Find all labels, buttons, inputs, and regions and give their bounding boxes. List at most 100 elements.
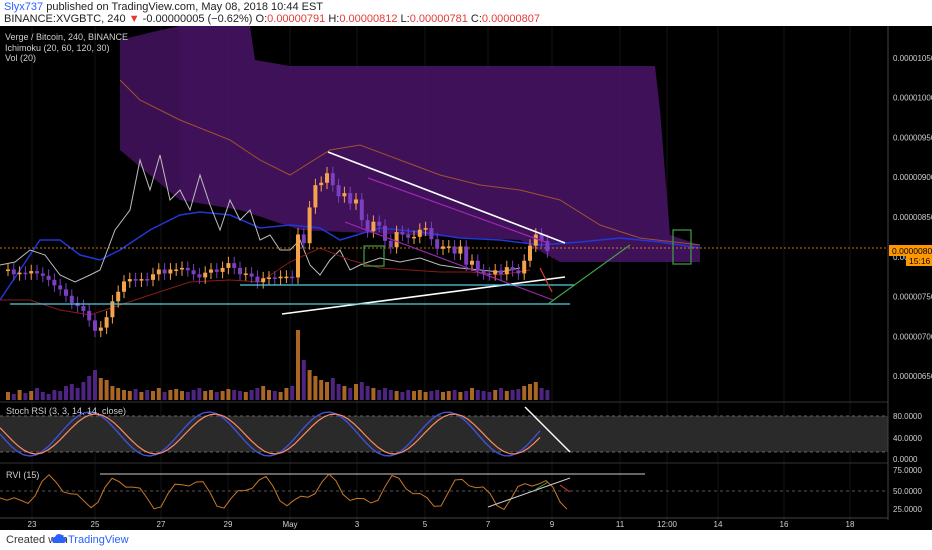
quote-line: BINANCE:XVGBTC, 240 ▼ -0.00000005 (−0.62… bbox=[4, 13, 540, 25]
volume-bar bbox=[23, 393, 28, 400]
candle-body bbox=[278, 276, 283, 279]
candle-body bbox=[168, 269, 173, 274]
volume-bar bbox=[116, 388, 121, 400]
candle-body bbox=[145, 279, 150, 281]
candle-body bbox=[174, 269, 179, 271]
volume-bar bbox=[174, 389, 179, 400]
volume-bar bbox=[446, 391, 451, 400]
volume-bar bbox=[359, 382, 364, 400]
candle-body bbox=[458, 246, 463, 254]
candle-body bbox=[243, 273, 248, 275]
volume-bar bbox=[400, 392, 405, 400]
candle-body bbox=[325, 173, 329, 183]
volume-bar bbox=[325, 382, 329, 400]
time-tick-label: 5 bbox=[423, 520, 428, 529]
volume-bar bbox=[464, 391, 469, 400]
volume-bar bbox=[243, 392, 248, 400]
candle-body bbox=[417, 229, 422, 237]
candle-body bbox=[185, 267, 190, 271]
candles bbox=[6, 166, 550, 338]
candle-body bbox=[238, 267, 242, 275]
candle-body bbox=[301, 234, 306, 244]
candle-body bbox=[261, 278, 266, 283]
candle-body bbox=[23, 272, 28, 275]
legend-title: Verge / Bitcoin, 240, BINANCE bbox=[5, 32, 128, 42]
volume-bar bbox=[6, 392, 10, 400]
volume-bar bbox=[522, 386, 527, 400]
volume-bar bbox=[417, 390, 422, 400]
tradingview-link[interactable]: TradingView bbox=[68, 534, 129, 546]
volume-bar bbox=[255, 388, 260, 400]
volume-bar bbox=[209, 390, 213, 400]
volume-bar bbox=[365, 386, 370, 400]
volume-bar bbox=[313, 376, 318, 400]
volume-bar bbox=[238, 391, 242, 400]
candle-body bbox=[354, 199, 358, 204]
volume-bar bbox=[69, 384, 74, 400]
volume-bar bbox=[151, 391, 155, 400]
volume-bar bbox=[504, 391, 509, 400]
price-tag-bg bbox=[889, 245, 932, 256]
countdown-bg bbox=[906, 256, 932, 266]
rvi-tick-label: 50.0000 bbox=[893, 487, 922, 496]
candle-body bbox=[139, 279, 144, 281]
price-tick-label: 0.00001000 bbox=[893, 94, 932, 103]
ichimoku-cloud bbox=[120, 26, 700, 262]
volume-bar bbox=[528, 384, 532, 400]
price-change: -0.00000005 (−0.62%) bbox=[142, 13, 253, 25]
volume-bar bbox=[406, 390, 411, 400]
volume-bar bbox=[336, 384, 341, 400]
candle-body bbox=[122, 281, 126, 292]
volume-bar bbox=[98, 378, 103, 400]
candle-body bbox=[191, 270, 196, 275]
volume-bar bbox=[156, 388, 161, 400]
volume-bar bbox=[533, 382, 538, 400]
stoch-tick-label: 80.0000 bbox=[893, 412, 922, 421]
candle-body bbox=[394, 232, 399, 248]
volume-bar bbox=[232, 390, 237, 400]
candle-body bbox=[348, 193, 353, 204]
rvi-down-arrow bbox=[559, 484, 571, 493]
volume-bar bbox=[499, 388, 503, 400]
candle-body bbox=[533, 234, 538, 246]
chart-canvas[interactable]: 0.00001050 0.00001000 0.00000950 0.00000900… bbox=[0, 26, 932, 530]
footer: Created with TradingView bbox=[0, 530, 932, 550]
candle-body bbox=[116, 291, 121, 302]
candle-body bbox=[441, 246, 445, 249]
time-tick-label: May bbox=[282, 520, 297, 529]
publish-header: Slyx737 published on TradingView.com, Ma… bbox=[0, 0, 932, 26]
author-link[interactable]: Slyx737 bbox=[4, 1, 44, 13]
publish-info: published on TradingView.com, May 08, 20… bbox=[46, 1, 324, 13]
drawings bbox=[10, 151, 692, 315]
candle-body bbox=[203, 272, 208, 278]
candle-body bbox=[209, 269, 213, 273]
candle-body bbox=[545, 240, 550, 252]
legend-rvi: RVI (15) bbox=[6, 470, 39, 480]
candle-body bbox=[307, 207, 312, 244]
close-value: 0.00000807 bbox=[481, 13, 541, 25]
time-tick-label: 18 bbox=[846, 520, 855, 529]
time-tick-label: 3 bbox=[355, 520, 360, 529]
rvi-line bbox=[0, 473, 568, 511]
volume-bar bbox=[81, 382, 86, 400]
volume-bar bbox=[197, 388, 202, 400]
price-tag: 0.00000807 bbox=[892, 246, 932, 256]
volume-bar bbox=[75, 388, 80, 400]
candle-body bbox=[284, 276, 289, 279]
volume-bar bbox=[342, 386, 347, 400]
cloud-area-left bbox=[120, 26, 180, 200]
volume-bar bbox=[180, 391, 184, 400]
candle-body bbox=[383, 225, 387, 241]
candle-body bbox=[6, 269, 10, 271]
time-tick-label: 12:00 bbox=[657, 520, 678, 529]
candle-body bbox=[64, 289, 68, 296]
stoch-k bbox=[0, 411, 541, 457]
candle-body bbox=[313, 185, 318, 208]
volume-bar bbox=[475, 390, 480, 400]
candle-body bbox=[493, 270, 498, 275]
candle-body bbox=[110, 301, 115, 318]
candle-body bbox=[365, 220, 370, 232]
volume-bar bbox=[122, 390, 126, 400]
candle-body bbox=[93, 320, 97, 331]
candle-body bbox=[40, 273, 45, 276]
